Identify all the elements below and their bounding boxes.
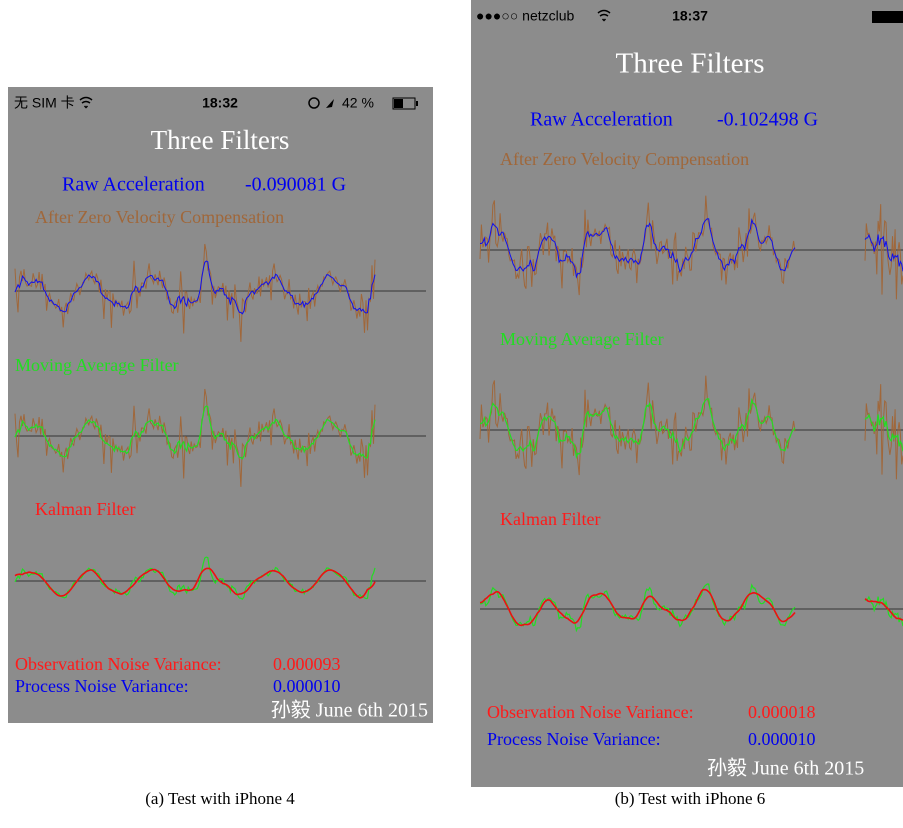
plot3-label: Kalman Filter [500,509,600,529]
battery-icon [872,11,903,23]
figure: 无 SIM 卡 18:32 42 % Three Filters Raw Acc… [0,0,903,828]
raw-value: -0.102498 G [717,109,818,131]
app-title: Three Filters [151,125,290,155]
raw-label: Raw Acceleration [62,174,205,196]
obs-label: Observation Noise Variance: [487,702,694,722]
plot2-label: Moving Average Filter [500,329,664,349]
status-time: 18:37 [672,8,708,24]
status-carrier: 无 SIM 卡 [14,95,75,111]
plot1-label: After Zero Velocity Compensation [35,207,284,227]
status-time: 18:32 [202,95,238,111]
signature: 孙毅 June 6th 2015 [707,757,864,780]
battery-level [394,99,403,108]
raw-label: Raw Acceleration [530,109,673,131]
proc-label: Process Noise Variance: [15,676,189,696]
obs-label: Observation Noise Variance: [15,654,222,674]
phone-screen-a: 无 SIM 卡 18:32 42 % Three Filters Raw Acc… [8,87,433,723]
caption: (a) Test with iPhone 4 [145,789,295,808]
status-battery-pct: 42 % [342,95,374,111]
caption: (b) Test with iPhone 6 [615,789,766,808]
plot3-label: Kalman Filter [35,499,135,519]
proc-label: Process Noise Variance: [487,729,661,749]
obs-value: 0.000093 [273,654,341,674]
battery-tip [416,101,418,106]
app-title: Three Filters [616,48,765,80]
plot1-label: After Zero Velocity Compensation [500,149,749,169]
raw-value: -0.090081 G [245,174,346,196]
phone-screen-b: ●●●○○ netzclub 18:37 Three Filters Raw A… [471,0,903,787]
proc-value: 0.000010 [748,729,816,749]
status-carrier: ●●●○○ netzclub [476,8,575,24]
signature: 孙毅 June 6th 2015 [271,699,428,722]
plot2-label: Moving Average Filter [15,355,179,375]
obs-value: 0.000018 [748,702,816,722]
proc-value: 0.000010 [273,676,341,696]
